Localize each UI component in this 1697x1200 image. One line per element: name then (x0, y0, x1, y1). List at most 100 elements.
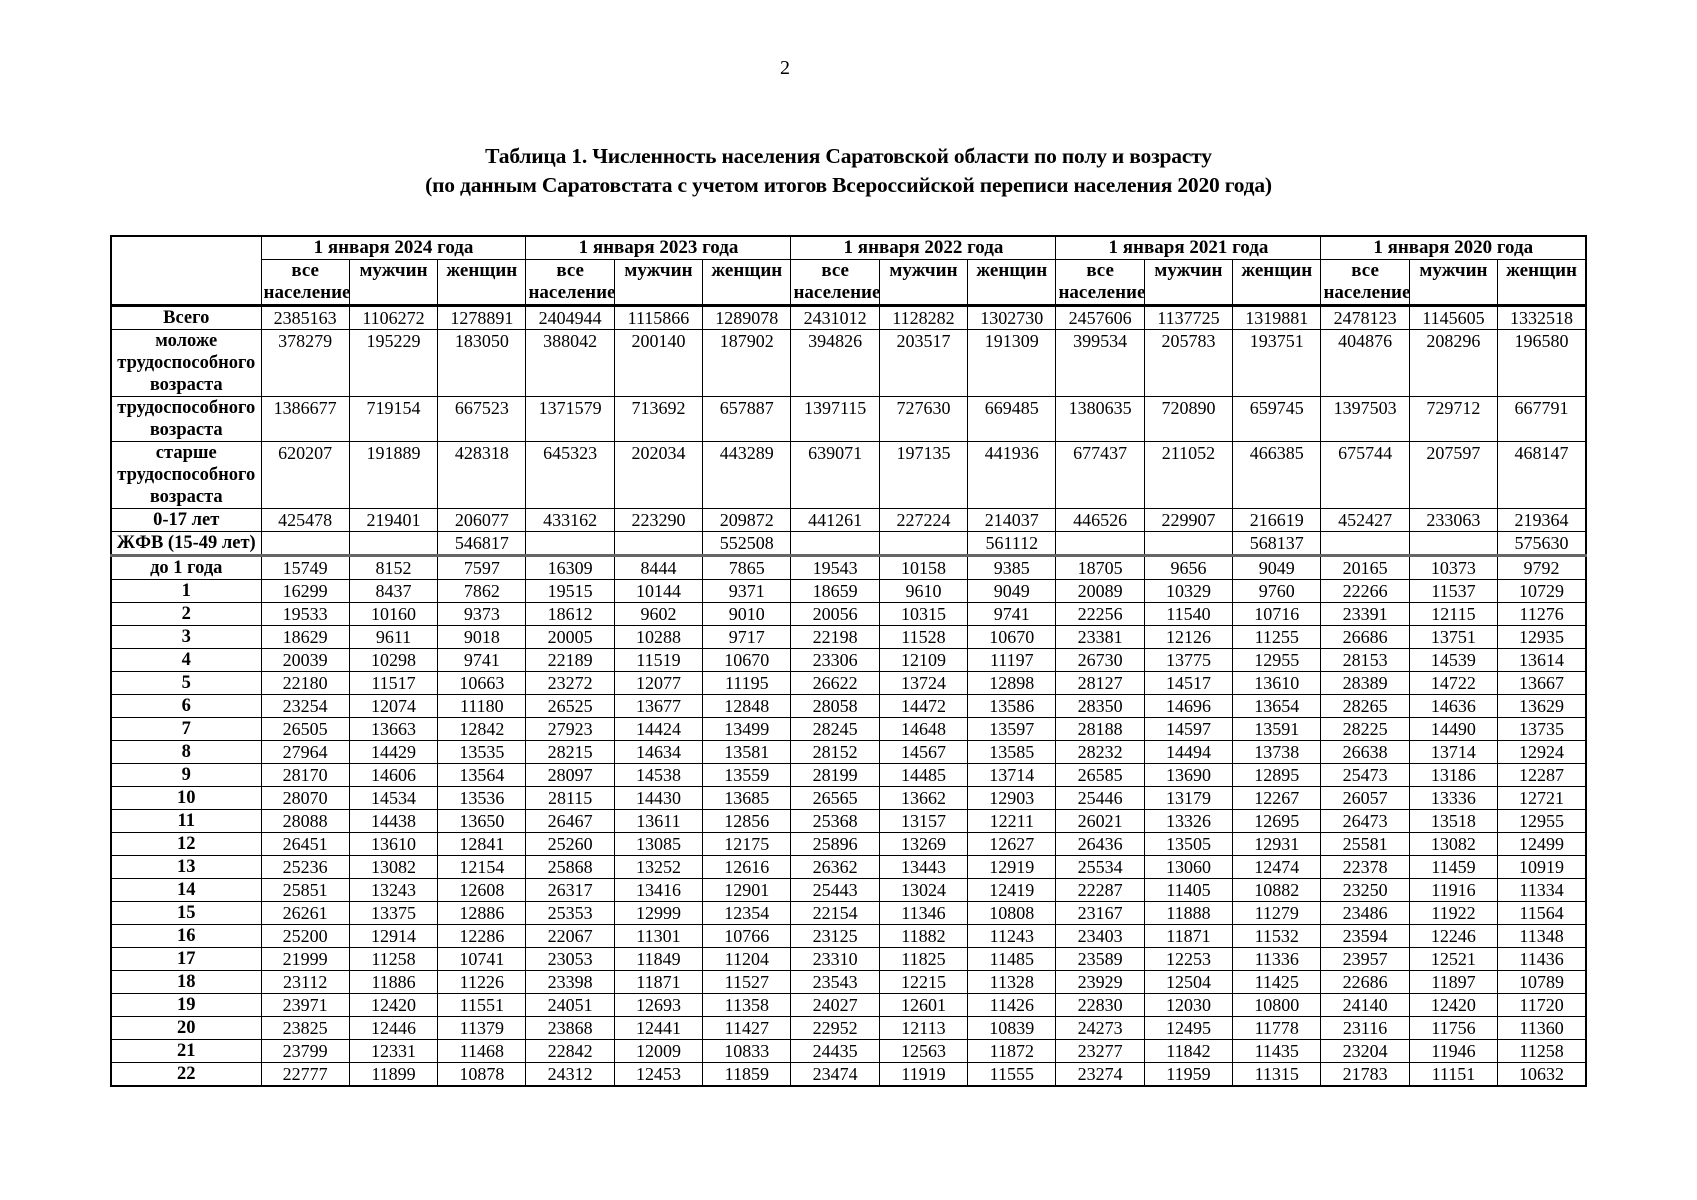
data-cell (260, 531, 350, 557)
row-label: 19 (110, 993, 262, 1017)
data-cell: 1397503 (1320, 396, 1410, 442)
row-label: 20 (110, 1016, 262, 1040)
data-cell: 206077 (437, 508, 527, 532)
data-cell: 26057 (1320, 786, 1410, 810)
data-cell: 13024 (878, 878, 969, 902)
data-cell: 10288 (613, 625, 704, 649)
data-cell: 11379 (437, 1016, 527, 1040)
data-cell: 23957 (1320, 947, 1410, 971)
data-cell: 11435 (1232, 1039, 1322, 1063)
data-cell: 12608 (437, 878, 527, 902)
data-cell: 13443 (878, 855, 969, 879)
data-cell: 24140 (1320, 993, 1410, 1017)
data-cell: 11336 (1232, 947, 1322, 971)
row-label: 18 (110, 970, 262, 994)
data-cell: 14494 (1143, 740, 1234, 764)
row-label: 15 (110, 901, 262, 925)
data-cell: 14430 (613, 786, 704, 810)
data-cell: 20056 (790, 602, 880, 626)
data-cell: 23254 (260, 694, 350, 718)
data-cell: 13326 (1143, 809, 1234, 833)
data-cell: 14538 (613, 763, 704, 787)
data-cell: 208296 (1408, 329, 1499, 397)
row-label: трудоспособного возраста (110, 396, 262, 442)
data-cell: 677437 (1055, 441, 1145, 509)
data-cell: 446526 (1055, 508, 1145, 532)
data-cell: 191889 (348, 441, 439, 509)
data-cell: 183050 (437, 329, 527, 397)
data-cell (1055, 531, 1145, 557)
row-label: 21 (110, 1039, 262, 1063)
data-cell: 227224 (878, 508, 969, 532)
data-cell: 12895 (1232, 763, 1322, 787)
data-cell: 12453 (613, 1062, 704, 1087)
data-cell: 23403 (1055, 924, 1145, 948)
data-cell: 10158 (878, 555, 969, 580)
data-cell: 13677 (613, 694, 704, 718)
data-cell: 23277 (1055, 1039, 1145, 1063)
data-cell: 193751 (1232, 329, 1322, 397)
data-cell: 27964 (260, 740, 350, 764)
data-cell: 13751 (1408, 625, 1499, 649)
sub-header: мужчин (613, 259, 704, 307)
sub-header: все население (1320, 259, 1410, 307)
data-cell: 568137 (1232, 531, 1322, 557)
data-cell: 11427 (702, 1016, 792, 1040)
data-cell: 196580 (1497, 329, 1587, 397)
data-cell: 667791 (1497, 396, 1587, 442)
table-row: 14 25851 13243 12608 26317 13416 12901 25443 130… (110, 878, 1587, 902)
year-header: 1 января 2023 года (525, 235, 792, 260)
row-label: 11 (110, 809, 262, 833)
data-cell: 21783 (1320, 1062, 1410, 1087)
table-row: Всего 2385163 1106272 1278891 2404944 1115866… (110, 305, 1587, 330)
data-cell: 202034 (613, 441, 704, 509)
data-cell: 22287 (1055, 878, 1145, 902)
data-cell: 24312 (525, 1062, 615, 1087)
data-cell: 13585 (967, 740, 1057, 764)
data-cell: 28070 (260, 786, 350, 810)
data-cell: 24273 (1055, 1016, 1145, 1040)
data-cell: 11959 (1143, 1062, 1234, 1087)
data-cell: 13611 (613, 809, 704, 833)
data-cell: 229907 (1143, 508, 1234, 532)
data-cell: 23594 (1320, 924, 1410, 948)
data-cell: 26473 (1320, 809, 1410, 833)
data-cell: 11485 (967, 947, 1057, 971)
data-cell: 12419 (967, 878, 1057, 902)
data-cell: 18659 (790, 579, 880, 603)
data-cell: 13564 (437, 763, 527, 787)
data-cell: 13614 (1497, 648, 1587, 672)
data-cell: 12901 (702, 878, 792, 902)
data-cell: 25368 (790, 809, 880, 833)
data-cell: 23868 (525, 1016, 615, 1040)
data-cell: 11195 (702, 671, 792, 695)
data-cell: 9049 (1232, 555, 1322, 580)
data-cell: 9385 (967, 555, 1057, 580)
data-cell: 9656 (1143, 555, 1234, 580)
data-cell: 25353 (525, 901, 615, 925)
data-cell: 22198 (790, 625, 880, 649)
data-cell: 452427 (1320, 508, 1410, 532)
data-cell: 27923 (525, 717, 615, 741)
data-cell: 13775 (1143, 648, 1234, 672)
table-row: 19 23971 12420 11551 24051 12693 11358 24027 126… (110, 993, 1587, 1017)
sub-header: женщин (1232, 259, 1322, 307)
data-cell: 26622 (790, 671, 880, 695)
data-cell: 19515 (525, 579, 615, 603)
data-cell: 2478123 (1320, 305, 1410, 330)
data-cell: 14539 (1408, 648, 1499, 672)
data-cell: 10808 (967, 901, 1057, 925)
sub-header: все население (790, 259, 880, 307)
row-label: 2 (110, 602, 262, 626)
data-cell (1408, 531, 1499, 557)
data-cell: 23474 (790, 1062, 880, 1087)
data-cell: 19543 (790, 555, 880, 580)
data-cell: 12246 (1408, 924, 1499, 948)
data-cell: 11849 (613, 947, 704, 971)
table-row: 18 23112 11886 11226 23398 11871 11527 23543 122… (110, 970, 1587, 994)
data-cell: 13375 (348, 901, 439, 925)
data-cell: 9010 (702, 602, 792, 626)
data-cell: 10160 (348, 602, 439, 626)
data-cell: 433162 (525, 508, 615, 532)
data-cell: 12886 (437, 901, 527, 925)
